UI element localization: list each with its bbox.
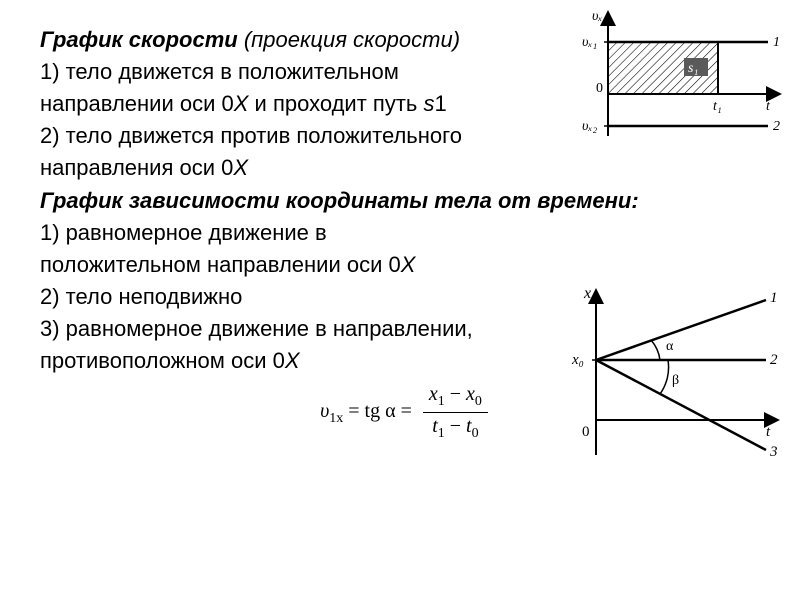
axis-x-1: X xyxy=(234,91,249,116)
item2-line2: направления оси 0X xyxy=(40,152,768,184)
diagram-position-svg: x x₀ 0 t α β 1 2 3 xyxy=(548,280,788,470)
d2-l3: 3 xyxy=(769,444,778,460)
d1-l1: 1 xyxy=(773,35,780,50)
item2b: направления оси 0 xyxy=(40,155,233,180)
items2-2-text: 2) тело неподвижно xyxy=(40,284,242,309)
num-minus: − xyxy=(445,383,466,405)
items2-1a: равномерное движение в xyxy=(66,220,327,245)
d2-t: t xyxy=(766,424,771,440)
num-x0-sub: 0 xyxy=(475,394,482,409)
diagram-velocity-svg: υₓ υₓ₁ υₓ₂ 0 t₁ t s₁ 1 2 xyxy=(568,6,788,146)
d2-x0: x₀ xyxy=(571,352,584,368)
num-x0: x xyxy=(466,383,475,405)
den-minus: − xyxy=(445,415,466,437)
frac-num: x1 − x0 xyxy=(423,383,488,413)
heading1-title: График скорости xyxy=(40,27,238,52)
heading2-title: График зависимости координаты тела от вр… xyxy=(40,188,631,213)
d1-l2: 2 xyxy=(773,119,780,134)
d1-yaxis: υₓ xyxy=(592,9,602,24)
d2-alpha: α xyxy=(666,339,674,354)
axis-x-3: X xyxy=(401,252,416,277)
diagram-velocity: υₓ υₓ₁ υₓ₂ 0 t₁ t s₁ 1 2 xyxy=(568,6,788,146)
items2-3a: 3) равномерное движение в направлении, xyxy=(40,316,473,341)
items2-1-line1: 1)равномерное движение в xyxy=(40,217,768,249)
heading2-colon: : xyxy=(631,188,638,213)
d1-s1: s₁ xyxy=(688,61,698,76)
d2-l1: 1 xyxy=(770,290,778,306)
den-t1-sub: 1 xyxy=(438,426,445,441)
item1b: направлении оси 0 xyxy=(40,91,234,116)
num-1: 1) xyxy=(40,59,60,84)
item2a: 2) тело движется против положительного xyxy=(40,123,462,148)
d2-x: x xyxy=(583,285,591,302)
d2-beta: β xyxy=(672,373,679,388)
f-lhs-sub: 1x xyxy=(329,411,343,426)
den-t0-sub: 0 xyxy=(472,426,479,441)
diagram-position: x x₀ 0 t α β 1 2 3 xyxy=(548,280,788,470)
d1-t1: t₁ xyxy=(713,99,722,114)
d2-l2: 2 xyxy=(770,352,778,368)
item1c: и проходит путь xyxy=(248,91,423,116)
heading1-sub: (проекция скорости) xyxy=(238,27,460,52)
d1-t: t xyxy=(766,99,771,114)
path-idx: 1 xyxy=(434,91,446,116)
d1-vx1: υₓ₁ xyxy=(582,35,597,50)
f-eq: = tg α = xyxy=(343,400,417,422)
num-1b: 1) xyxy=(40,220,60,245)
f-lhs-u: υ xyxy=(320,400,329,422)
item1a: тело движется в положительном xyxy=(66,59,399,84)
items2-1-line2: положительном направлении оси 0X xyxy=(40,249,768,281)
num-x1-sub: 1 xyxy=(438,394,445,409)
d1-zero: 0 xyxy=(596,81,603,96)
path-s: s xyxy=(423,91,434,116)
axis-x-4: X xyxy=(285,348,300,373)
d1-vx2: υₓ₂ xyxy=(582,119,597,134)
frac-den: t1 − t0 xyxy=(423,413,488,442)
items2-1b: положительном направлении оси 0 xyxy=(40,252,401,277)
heading-coord-graph: График зависимости координаты тела от вр… xyxy=(40,185,768,217)
page: График скорости (проекция скорости) 1)те… xyxy=(0,0,800,600)
axis-x-2: X xyxy=(233,155,248,180)
d2-zero: 0 xyxy=(582,424,590,440)
items2-3b: противоположном оси 0 xyxy=(40,348,285,373)
fraction: x1 − x0 t1 − t0 xyxy=(423,383,488,442)
num-x1: x xyxy=(429,383,438,405)
